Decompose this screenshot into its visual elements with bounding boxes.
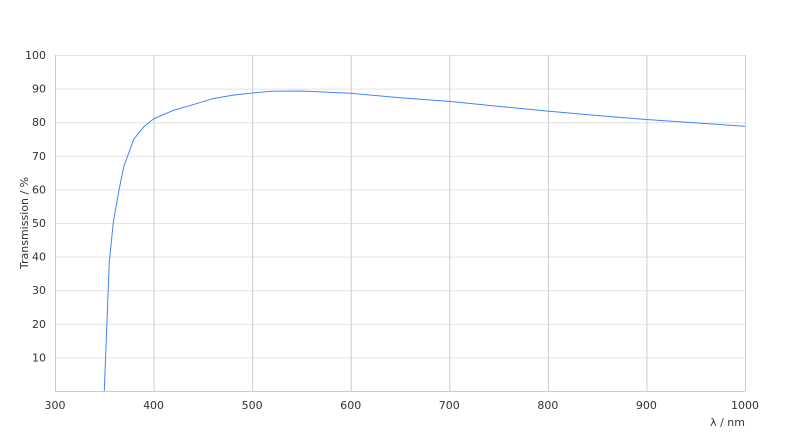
y-tick-label: 50: [32, 217, 46, 230]
x-tick-label: 800: [537, 399, 558, 412]
y-tick-label: 90: [32, 83, 46, 96]
x-tick-label: 1000: [731, 399, 759, 412]
tick-labels: 10 20 30 40 50 60 70 80 90 100 300 400 500 600 700 800 9…: [25, 49, 759, 412]
y-tick-label: 10: [32, 351, 46, 364]
grid: [55, 55, 746, 392]
y-tick-label: 80: [32, 116, 46, 129]
y-tick-label: 20: [32, 318, 46, 331]
y-axis-label: Transmission / %: [18, 177, 31, 270]
y-tick-label: 60: [32, 183, 46, 196]
x-axis-label: λ / nm: [710, 416, 745, 429]
y-tick-label: 30: [32, 284, 46, 297]
y-tick-label: 70: [32, 150, 46, 163]
x-tick-label: 900: [636, 399, 657, 412]
y-tick-label: 40: [32, 251, 46, 264]
x-tick-label: 600: [340, 399, 361, 412]
x-tick-label: 700: [439, 399, 460, 412]
x-tick-label: 400: [143, 399, 164, 412]
x-tick-label: 300: [45, 399, 66, 412]
series-line: [103, 90, 746, 392]
x-tick-label: 500: [242, 399, 263, 412]
y-tick-label: 100: [25, 49, 46, 62]
